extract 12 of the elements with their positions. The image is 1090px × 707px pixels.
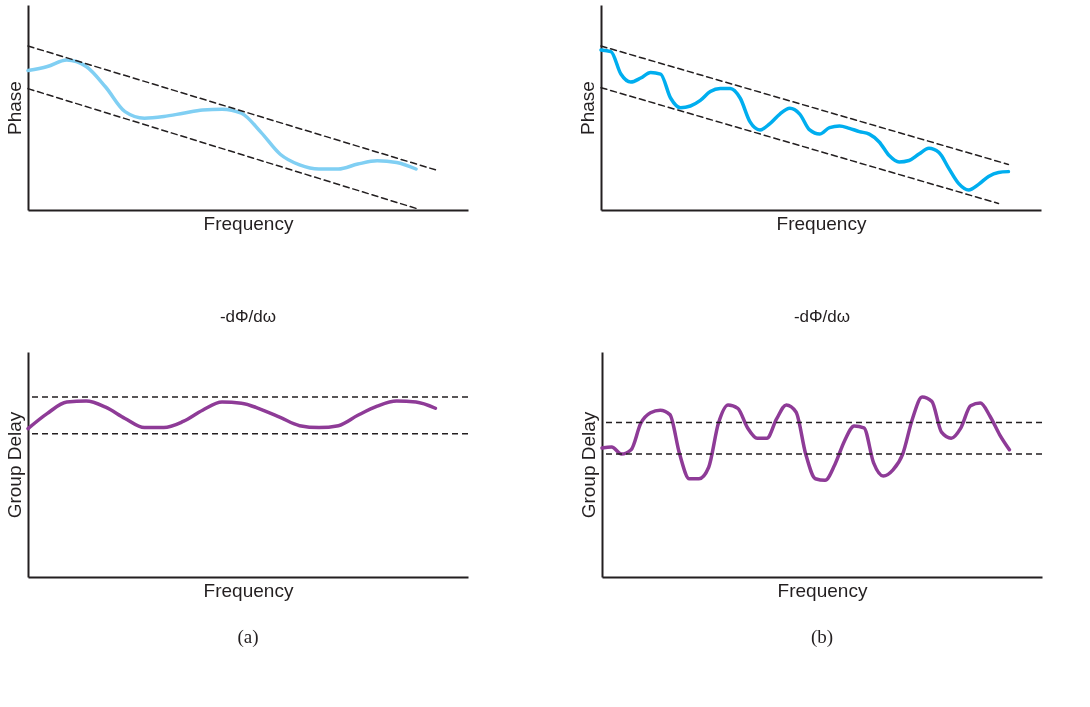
- x-axis-title: Frequency: [203, 579, 294, 601]
- text: -dΦ/dω: [219, 307, 277, 326]
- text: -dΦ/dω: [793, 307, 851, 326]
- y-axis-title: Phase: [576, 81, 598, 135]
- text: (a): [237, 626, 259, 648]
- x-axis-title: Frequency: [776, 212, 867, 234]
- x-axis-title: Frequency: [777, 579, 868, 601]
- y-axis-title: Group Delay: [577, 411, 599, 519]
- y-axis-title: Group Delay: [3, 411, 25, 519]
- x-axis-title: Frequency: [203, 212, 294, 234]
- y-axis-title: Phase: [3, 81, 25, 135]
- text: (b): [810, 626, 834, 648]
